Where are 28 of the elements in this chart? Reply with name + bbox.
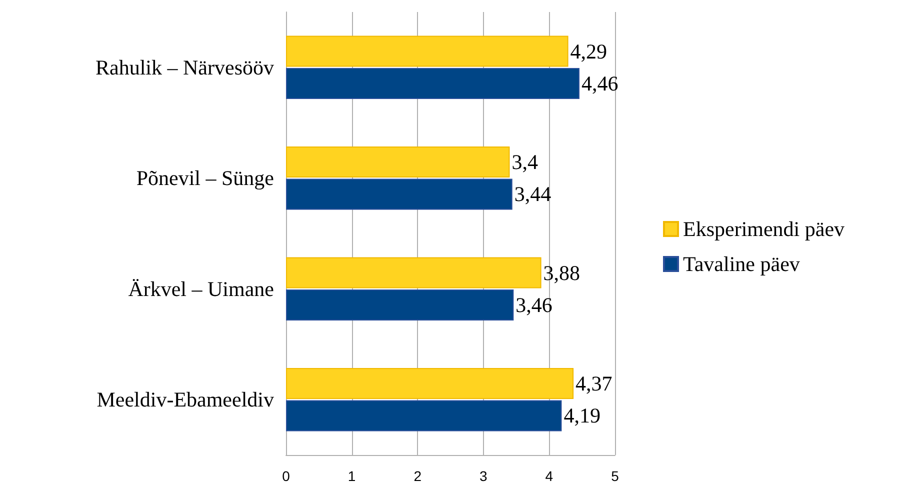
bar xyxy=(286,368,574,400)
x-tick-label: 4 xyxy=(545,468,554,484)
data-label: 4,37 xyxy=(576,372,612,396)
x-tick-label: 3 xyxy=(480,468,488,484)
bar xyxy=(286,36,568,67)
y-tick-label: Meeldiv-Ebameeldiv xyxy=(96,388,274,412)
bar xyxy=(286,146,510,178)
data-label: 3,88 xyxy=(543,260,580,285)
y-tick-label: Ärkvel – Uimane xyxy=(128,276,274,301)
bar xyxy=(286,68,580,99)
x-tick-label: 1 xyxy=(348,468,356,484)
bar xyxy=(286,289,514,320)
y-tick-label: Põnevil – Sünge xyxy=(136,166,274,190)
bar xyxy=(286,257,542,288)
x-tick-label: 0 xyxy=(282,468,290,484)
x-tick-label: 5 xyxy=(611,468,620,484)
data-label: 3,4 xyxy=(512,150,538,174)
bar xyxy=(286,178,512,210)
data-label: 4,29 xyxy=(570,39,608,64)
data-label: 3,44 xyxy=(514,182,552,206)
data-label: 4,19 xyxy=(564,404,600,428)
data-label: 4,46 xyxy=(581,71,618,96)
bar xyxy=(286,400,562,432)
data-label: 3,46 xyxy=(516,292,552,317)
legend-label: Tavaline päev xyxy=(683,252,800,276)
legend-label: Eksperimendi päev xyxy=(683,217,846,241)
y-tick-label: Rahulik – Närvesööv xyxy=(96,55,274,80)
x-tick-label: 2 xyxy=(414,468,422,484)
